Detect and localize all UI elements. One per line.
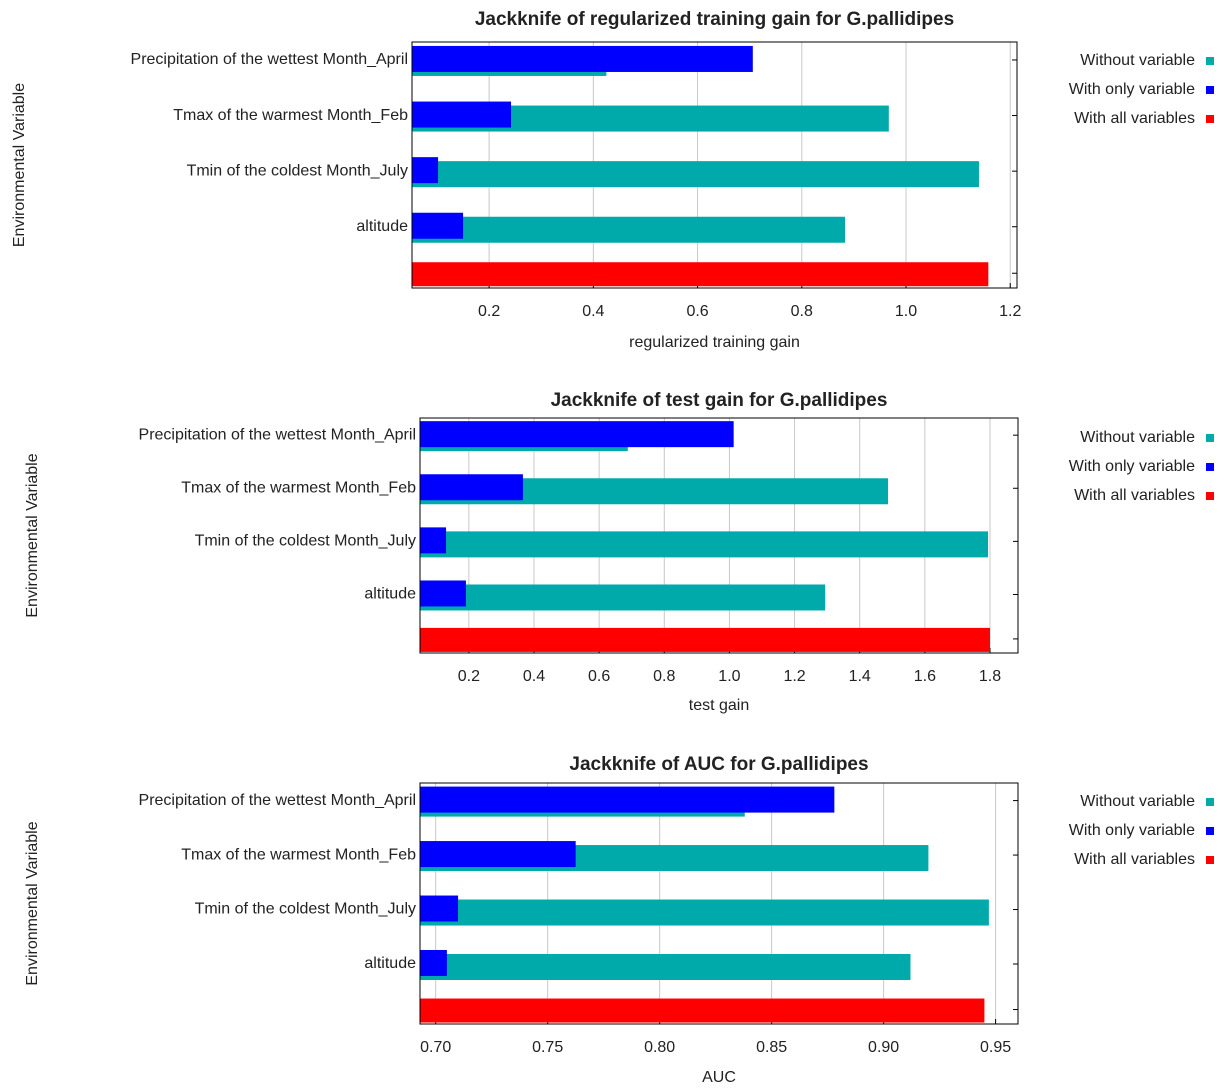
x-tick-label: 1.0 [718, 668, 740, 685]
x-tick-label: 1.2 [783, 668, 805, 685]
x-axis-label: test gain [689, 697, 749, 714]
x-tick-label: 0.4 [523, 668, 545, 685]
y-tick-label: Tmin of the coldest Month_July [195, 533, 416, 550]
plot-frame [411, 41, 1018, 289]
bar [412, 161, 979, 188]
bar [420, 953, 911, 980]
y-tick-label: altitude [364, 955, 416, 972]
y-tick-label: Tmax of the warmest Month_Feb [181, 846, 416, 863]
x-tick-label: 0.6 [686, 303, 708, 320]
bar [412, 216, 846, 243]
bar [420, 998, 985, 1023]
bar [420, 474, 523, 501]
y-tick-label: Precipitation of the wettest Month_April [139, 426, 416, 443]
y-tick-label: altitude [356, 218, 408, 235]
bar [420, 531, 989, 558]
x-tick-label: 0.80 [644, 1039, 675, 1056]
x-tick-label: 0.2 [458, 668, 480, 685]
legend-swatch [1206, 856, 1214, 864]
legend-swatch [1206, 827, 1214, 835]
y-tick-label: Tmin of the coldest Month_July [195, 901, 416, 918]
legend-swatch [1206, 57, 1214, 65]
x-axis-label: regularized training gain [629, 334, 800, 351]
x-tick-label: 1.8 [979, 668, 1001, 685]
legend-swatch [1206, 463, 1214, 471]
x-tick-label: 0.2 [478, 303, 500, 320]
bar [420, 527, 447, 554]
x-tick-label: 1.4 [849, 668, 871, 685]
legend-label: With all variables [1074, 851, 1195, 868]
legend-label: With only variable [1069, 822, 1195, 839]
bar [420, 421, 734, 448]
bar [412, 212, 464, 239]
legend-label: With all variables [1074, 110, 1195, 127]
x-tick-label: 1.6 [914, 668, 936, 685]
x-tick-label: 0.90 [868, 1039, 899, 1056]
legend-label: With all variables [1074, 487, 1195, 504]
x-tick-label: 0.95 [980, 1039, 1011, 1056]
chart-title: Jackknife of AUC for G.pallidipes [569, 754, 868, 775]
bar [412, 262, 989, 287]
y-tick-label: Precipitation of the wettest Month_April [131, 51, 408, 68]
bar [420, 841, 576, 868]
bar [412, 45, 753, 72]
x-tick-label: 0.4 [582, 303, 604, 320]
bar [412, 101, 512, 128]
y-tick-label: Tmax of the warmest Month_Feb [173, 107, 408, 124]
legend-swatch [1206, 798, 1214, 806]
y-axis-label: Environmental Variable [11, 83, 28, 247]
bar [412, 157, 439, 184]
x-tick-label: 1.2 [999, 303, 1021, 320]
x-tick-label: 0.75 [532, 1039, 563, 1056]
legend-label: Without variable [1080, 52, 1195, 69]
legend-swatch [1206, 115, 1214, 123]
x-tick-label: 0.8 [653, 668, 675, 685]
bar [420, 899, 989, 926]
legend-swatch [1206, 492, 1214, 500]
y-tick-label: Tmin of the coldest Month_July [187, 162, 408, 179]
y-axis-label: Environmental Variable [24, 453, 41, 617]
bar [420, 580, 466, 607]
legend-label: Without variable [1080, 429, 1195, 446]
chart-title: Jackknife of regularized training gain f… [475, 9, 954, 30]
bar [420, 627, 990, 652]
x-tick-label: 0.6 [588, 668, 610, 685]
y-tick-label: Tmax of the warmest Month_Feb [181, 479, 416, 496]
x-tick-label: 0.8 [791, 303, 813, 320]
plot-frame [419, 782, 1019, 1025]
bar [420, 584, 826, 611]
legend-label: With only variable [1069, 458, 1195, 475]
legend-label: Without variable [1080, 793, 1195, 810]
plot-frame [419, 417, 1019, 654]
legend-swatch [1206, 86, 1214, 94]
chart-title: Jackknife of test gain for G.pallidipes [551, 390, 888, 411]
bar [420, 949, 447, 976]
x-tick-label: 0.70 [420, 1039, 451, 1056]
legend-label: With only variable [1069, 81, 1195, 98]
y-tick-label: altitude [364, 586, 416, 603]
x-tick-label: 1.0 [895, 303, 917, 320]
x-axis-label: AUC [702, 1069, 736, 1086]
legend-swatch [1206, 434, 1214, 442]
x-tick-label: 0.85 [756, 1039, 787, 1056]
bar [420, 786, 835, 813]
y-axis-label: Environmental Variable [24, 821, 41, 985]
bar [420, 895, 459, 922]
y-tick-label: Precipitation of the wettest Month_April [139, 792, 416, 809]
